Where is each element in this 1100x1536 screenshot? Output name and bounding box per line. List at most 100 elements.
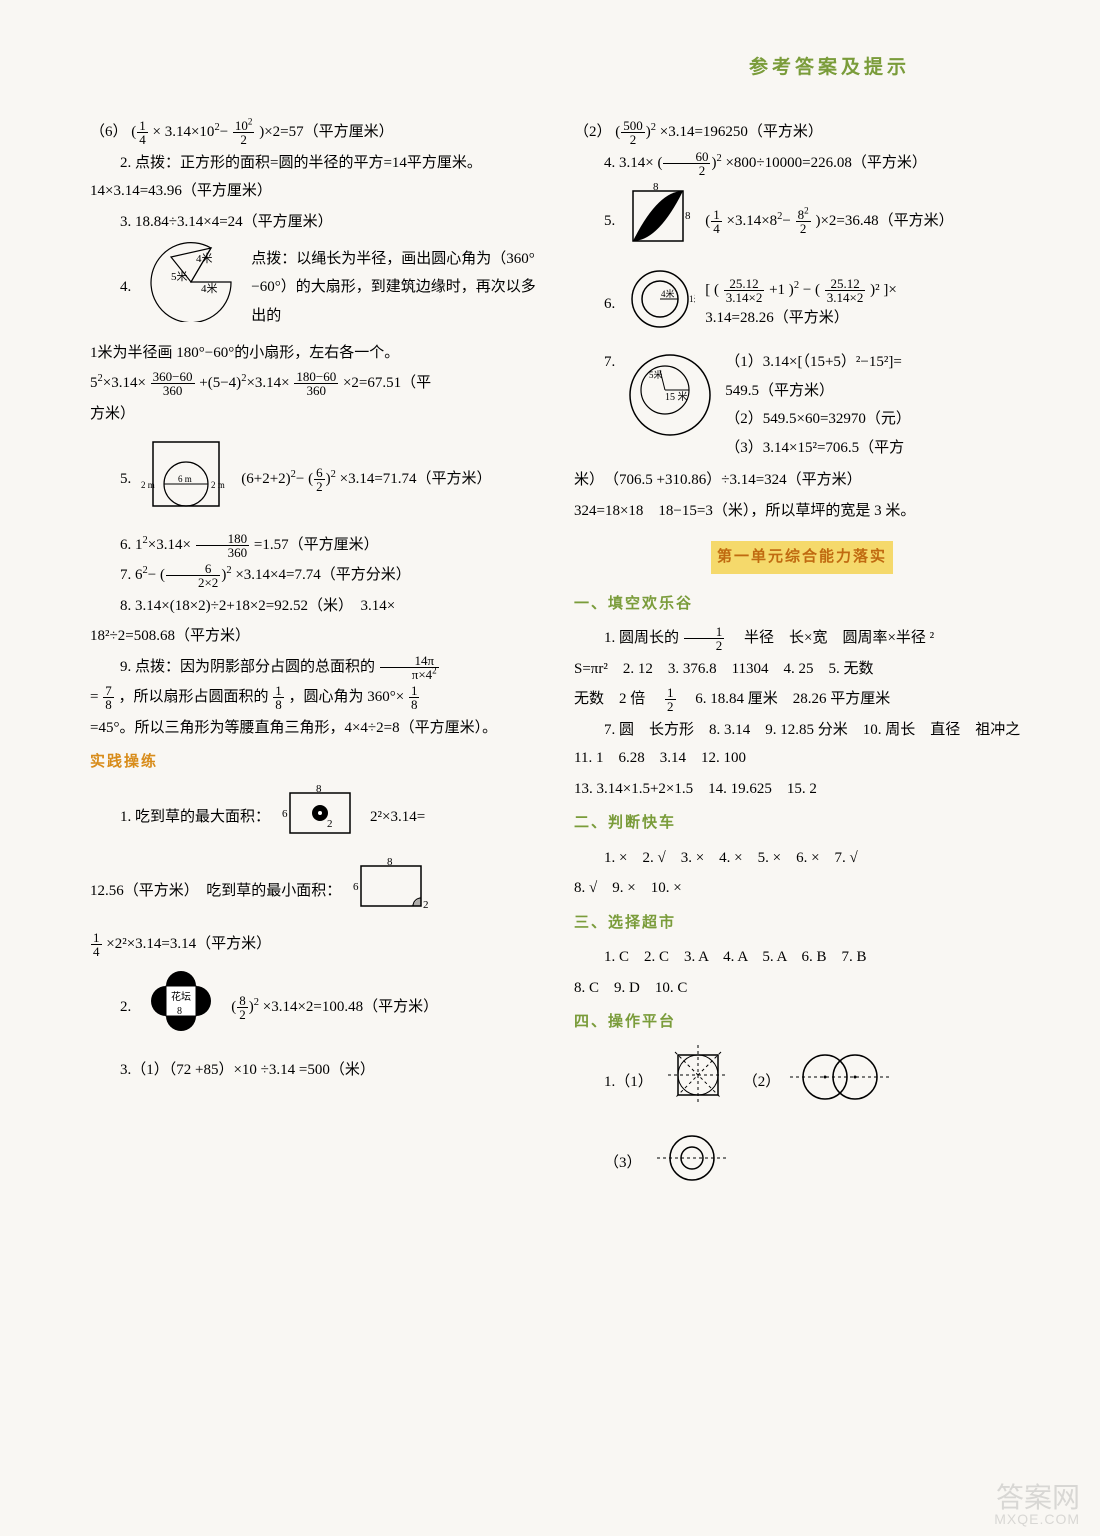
- svg-text:6 m: 6 m: [178, 474, 192, 484]
- svg-text:8: 8: [685, 210, 691, 222]
- label: 4.: [90, 273, 131, 302]
- den: 4: [137, 132, 148, 146]
- text: × 3.14×10: [153, 124, 215, 140]
- label: 5.: [90, 465, 131, 494]
- svg-text:2 m: 2 m: [141, 480, 155, 490]
- den: 2: [233, 132, 255, 146]
- d: 360: [151, 383, 195, 397]
- t: 2²×3.14=: [370, 803, 425, 832]
- t: 半径 长×宽 圆周率×半径 ²: [729, 630, 934, 646]
- right-column: （2） (5002)2 ×3.14=196250（平方米） 4. 3.14× (…: [574, 116, 1030, 1205]
- ring-icon: 4米 1米: [625, 267, 695, 343]
- q4-eq-end: 方米）: [90, 400, 546, 429]
- num: 10: [235, 118, 248, 133]
- n: 7: [103, 684, 114, 697]
- t: 1. 圆周长的: [604, 630, 679, 646]
- label: 6.: [574, 290, 615, 319]
- r7-eq: （1）3.14×[（15+5）²−15²]= 549.5（平方米） （2）549…: [725, 348, 1030, 462]
- sup: 2: [651, 122, 656, 133]
- d: 3.14×2: [724, 290, 765, 304]
- svg-text:4米: 4米: [201, 282, 218, 295]
- double-circle-icon: 5米 15 米: [625, 350, 715, 451]
- q4-cont: 1米为半径画 180°−60°的小扇形，左右各一个。: [90, 339, 546, 368]
- d: 2: [665, 699, 676, 713]
- r7c: 324=18×18 18−15=3（米），所以草坪的宽是 3 米。: [574, 497, 1030, 526]
- n: 25.12: [724, 277, 765, 290]
- page-header: 参考答案及提示: [90, 50, 1030, 86]
- svg-text:花坛: 花坛: [171, 990, 191, 1003]
- t: 12.56（平方米） 吃到草的最小面积：: [90, 877, 341, 906]
- q9b: = 78 ，所以扇形占圆面积的 18 ，圆心角为 360°× 18: [90, 683, 546, 712]
- rect-corner-icon: 8 6 2: [351, 858, 431, 924]
- sup: 2: [226, 565, 231, 576]
- t: 无数 2 倍: [574, 691, 660, 707]
- t: )² ]×: [870, 282, 897, 298]
- s1-3: 无数 2 倍 12 6. 18.84 厘米 28.26 平方厘米: [574, 685, 1030, 714]
- t: ，圆心角为 360°×: [288, 689, 404, 705]
- label: （3）: [574, 1149, 642, 1178]
- t: +1 ): [769, 282, 794, 298]
- q2-tip: 2. 点拨：正方形的面积=圆的半径的平方=14平方厘米。14×3.14=43.9…: [90, 149, 546, 206]
- content-columns: （6） (14 × 3.14×102− 1022 )×2=57（平方厘米） 2.…: [90, 116, 1030, 1205]
- svg-text:1米: 1米: [689, 293, 695, 304]
- text: ×2=57（平方厘米）: [264, 124, 393, 140]
- n: 180: [196, 532, 250, 545]
- s1-1: 1. 圆周长的 12 半径 长×宽 圆周率×半径 ²: [574, 624, 1030, 653]
- t: =1.57（平方厘米）: [254, 537, 379, 553]
- t: ，所以扇形占圆面积的: [118, 689, 268, 705]
- square-dashed-circle-icon: [663, 1045, 733, 1121]
- r6-eq: [ ( 25.123.14×2 +1 )2 − ( 25.123.14×2 )²…: [705, 276, 1030, 333]
- q8b: 18²÷2=508.68（平方米）: [90, 622, 546, 651]
- svg-text:4米: 4米: [661, 288, 675, 299]
- t: ×2=36.48（平方米）: [820, 213, 953, 229]
- q8a: 8. 3.14×(18×2)÷2+18×2=92.52（米） 3.14×: [90, 592, 546, 621]
- s2: 1. × 2. √ 3. × 4. × 5. × 6. × 7. √: [574, 844, 1030, 873]
- n: 180−60: [294, 370, 338, 383]
- d: 2: [796, 221, 811, 235]
- t: ×3.14×4=7.74（平方分米）: [235, 567, 410, 583]
- svg-text:5米: 5米: [171, 270, 188, 283]
- n: 1: [273, 684, 284, 697]
- d: 360: [196, 545, 250, 559]
- svg-text:2: 2: [327, 818, 333, 830]
- t: 6. 1: [120, 537, 143, 553]
- label: 1.（1）: [574, 1068, 653, 1097]
- n: 60: [663, 150, 710, 163]
- t: （2）549.5×60=32970（元）: [725, 411, 911, 427]
- t: −: [782, 213, 790, 229]
- t: ×2=67.51（平: [343, 375, 431, 391]
- sup: 2: [248, 117, 253, 127]
- t: 549.5（平方米）: [725, 383, 834, 399]
- sup: 2: [716, 153, 721, 164]
- sup: 2: [804, 205, 809, 215]
- pr3: 3.（1）（72 +85）×10 ÷3.14 =500（米）: [90, 1056, 546, 1085]
- s1-5: 13. 3.14×1.5+2×1.5 14. 19.625 15. 2: [574, 775, 1030, 804]
- t: ×2²×3.14=3.14（平方米）: [106, 936, 271, 952]
- leaf-square-icon: 8 8: [625, 183, 695, 259]
- q4-eq: 52×3.14× 360−60360 +(5−4)2×3.14× 180−603…: [90, 369, 546, 398]
- wm-small: MXQE.COM: [994, 1512, 1080, 1526]
- q9c: =45°。所以三角形为等腰直角三角形，4×4÷2=8（平方厘米）。: [90, 714, 546, 743]
- num: 1: [137, 119, 148, 132]
- d: 360: [294, 383, 338, 397]
- pr2: 2. 花坛 8 8 (82)2 ×: [90, 962, 546, 1052]
- svg-text:2: 2: [423, 899, 429, 911]
- svg-text:8: 8: [316, 785, 322, 795]
- r5-eq: (14 ×3.14×82− 822 )×2=36.48（平方米）: [705, 207, 1030, 236]
- q5-row: 5. 2 m 6 m 2 m (6+2+2)2− (62)2 ×3.14=71.…: [90, 432, 546, 527]
- pr1b: 12.56（平方米） 吃到草的最小面积： 8 6 2: [90, 856, 546, 926]
- r7b: 米） （706.5 +310.86）÷3.14=324（平方米）: [574, 466, 1030, 495]
- svg-text:2 m: 2 m: [211, 480, 225, 490]
- label: 1. 吃到草的最大面积：: [90, 803, 270, 832]
- d: 8: [103, 697, 114, 711]
- s1-4: 7. 圆 长方形 8. 3.14 9. 12.85 分米 10. 周长 直径 祖…: [574, 716, 1030, 773]
- svg-text:8: 8: [177, 1006, 182, 1017]
- t: 3.14=28.26（平方米）: [705, 310, 848, 326]
- t: +(5−4): [199, 375, 241, 391]
- d: 8: [273, 697, 284, 711]
- r4: 4. 3.14× (602)2 ×800÷10000=226.08（平方米）: [574, 149, 1030, 178]
- n: 1: [711, 208, 722, 221]
- svg-text:8: 8: [653, 183, 659, 193]
- sup: 2: [432, 665, 437, 675]
- d: 2: [314, 479, 325, 493]
